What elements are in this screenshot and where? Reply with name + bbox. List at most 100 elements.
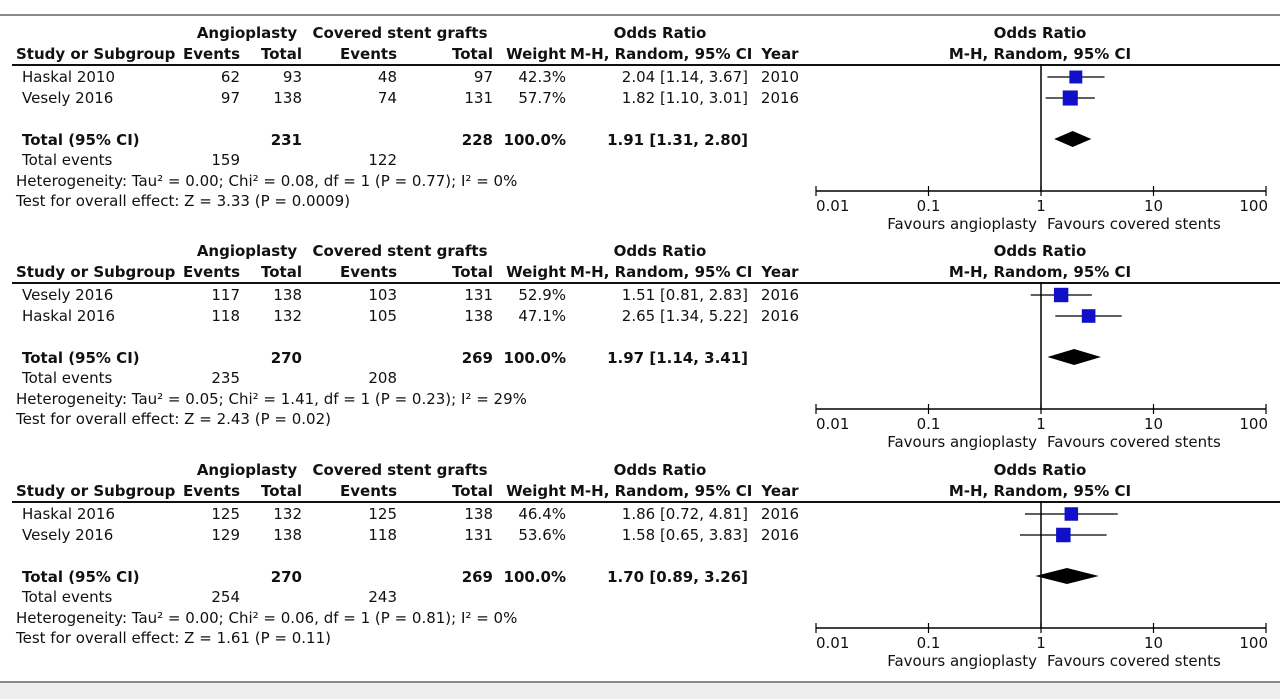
covered-stent-group-header: Covered stent grafts [312, 242, 488, 260]
weight-header: Weight [506, 45, 566, 63]
total-ctl-total: 269 [461, 349, 493, 367]
study-marker [1081, 309, 1096, 323]
study-name-cell: Haskal 2016 [22, 307, 116, 325]
forest-plot: 0.01 0.1 1 10 100 Favours angioplasty Favours … [815, 282, 1268, 451]
exp-events-header: Events [183, 45, 240, 63]
exp-events-cell: 97 [220, 89, 240, 107]
heterogeneity-text: Heterogeneity: Tau² = 0.00; Chi² = 0.06,… [16, 609, 518, 627]
exp-events-header: Events [183, 263, 240, 281]
favours-right-label: Favours covered stents [1047, 215, 1221, 233]
ctl-total-cell: 131 [464, 286, 493, 304]
header-rule [12, 282, 1280, 284]
study-marker [1064, 507, 1079, 521]
ctl-total-header: Total [452, 263, 493, 281]
x-tick-label: 100 [1239, 415, 1268, 433]
total-ctl-events: 243 [368, 588, 397, 606]
study-column-header: Study or Subgroup [16, 482, 176, 500]
weight-cell: 57.7% [518, 89, 566, 107]
weight-header: Weight [506, 482, 566, 500]
year-header: Year [761, 263, 799, 281]
ctl-events-header: Events [340, 263, 397, 281]
x-tick-label: 0.01 [816, 197, 849, 215]
year-cell: 2016 [760, 286, 800, 304]
exp-total-cell: 93 [282, 68, 302, 86]
odds-ratio-cell: 2.65 [1.34, 5.22] [621, 307, 748, 325]
odds-ratio-header: Odds Ratio [613, 461, 707, 479]
bottom-border [0, 681, 1280, 683]
weight-cell: 42.3% [518, 68, 566, 86]
favours-left-label: Favours angioplasty [887, 433, 1037, 451]
total-ctl-events: 208 [368, 369, 397, 387]
x-tick-label: 0.1 [917, 415, 941, 433]
exp-total-cell: 132 [273, 307, 302, 325]
total-exp-total: 270 [270, 568, 302, 586]
pooled-diamond [1047, 349, 1101, 365]
heterogeneity-text: Heterogeneity: Tau² = 0.05; Chi² = 1.41,… [16, 390, 527, 408]
total-weight: 100.0% [503, 568, 566, 586]
overall-effect-text: Test for overall effect: Z = 2.43 (P = 0… [16, 410, 331, 428]
odds-ratio-cell: 2.04 [1.14, 3.67] [621, 68, 748, 86]
x-tick-label: 0.1 [917, 634, 941, 652]
study-name-cell: Vesely 2016 [22, 286, 114, 304]
angioplasty-group-header: Angioplasty [196, 242, 298, 260]
x-tick-label: 100 [1239, 634, 1268, 652]
covered-stent-group-header: Covered stent grafts [312, 461, 488, 479]
exp-total-cell: 138 [273, 89, 302, 107]
total-events-label: Total events [22, 151, 113, 169]
weight-cell: 53.6% [518, 526, 566, 544]
exp-events-cell: 125 [211, 505, 240, 523]
study-column-header: Study or Subgroup [16, 45, 176, 63]
header-rule [12, 64, 1280, 66]
x-tick-label: 1 [1036, 197, 1046, 215]
exp-events-cell: 117 [211, 286, 240, 304]
angioplasty-group-header: Angioplasty [196, 461, 298, 479]
favours-right-label: Favours covered stents [1047, 652, 1221, 670]
study-column-header: Study or Subgroup [16, 263, 176, 281]
x-tick-label: 100 [1239, 197, 1268, 215]
header-rule [12, 501, 1280, 503]
odds-ratio-cell: 1.58 [0.65, 3.83] [621, 526, 748, 544]
ctl-total-cell: 97 [473, 68, 493, 86]
ctl-events-cell: 125 [368, 505, 397, 523]
pooled-diamond [1054, 131, 1092, 147]
or-method-header: M-H, Random, 95% CI [570, 263, 753, 281]
exp-total-cell: 138 [273, 286, 302, 304]
study-marker [1056, 527, 1071, 543]
top-border [0, 14, 1280, 16]
pooled-diamond [1035, 568, 1099, 584]
exp-events-header: Events [183, 482, 240, 500]
total-row-label: Total (95% CI) [22, 349, 140, 367]
odds-ratio-cell: 1.82 [1.10, 3.01] [621, 89, 748, 107]
x-tick-label: 1 [1036, 415, 1046, 433]
ctl-total-cell: 138 [464, 307, 493, 325]
x-tick-label: 0.01 [816, 415, 849, 433]
odds-ratio-header: Odds Ratio [613, 24, 707, 42]
year-cell: 2016 [760, 505, 800, 523]
overall-effect-text: Test for overall effect: Z = 3.33 (P = 0… [16, 192, 351, 210]
forest-panel-1: Angioplasty Covered stent grafts Odds Ra… [0, 0, 1280, 233]
study-marker [1069, 70, 1083, 84]
total-exp-events: 254 [211, 588, 240, 606]
total-exp-events: 235 [211, 369, 240, 387]
weight-cell: 47.1% [518, 307, 566, 325]
plot-method-header: M-H, Random, 95% CI [948, 45, 1132, 63]
covered-stent-group-header: Covered stent grafts [312, 24, 488, 42]
total-ctl-total: 269 [461, 568, 493, 586]
ctl-total-header: Total [452, 45, 493, 63]
plot-method-header: M-H, Random, 95% CI [948, 263, 1132, 281]
study-name-cell: Haskal 2016 [22, 505, 116, 523]
exp-total-header: Total [261, 45, 302, 63]
weight-header: Weight [506, 263, 566, 281]
exp-events-cell: 129 [211, 526, 240, 544]
plot-odds-ratio-header: Odds Ratio [993, 461, 1087, 479]
or-method-header: M-H, Random, 95% CI [570, 482, 753, 500]
total-odds-ratio: 1.91 [1.31, 2.80] [607, 131, 748, 149]
plot-method-header: M-H, Random, 95% CI [948, 482, 1132, 500]
total-row-label: Total (95% CI) [22, 568, 140, 586]
exp-total-cell: 132 [273, 505, 302, 523]
exp-total-header: Total [261, 263, 302, 281]
ctl-total-header: Total [452, 482, 493, 500]
angioplasty-group-header: Angioplasty [196, 24, 298, 42]
year-cell: 2016 [760, 526, 800, 544]
forest-plot: 0.01 0.1 1 10 100 Favours angioplasty Favours … [815, 501, 1268, 670]
